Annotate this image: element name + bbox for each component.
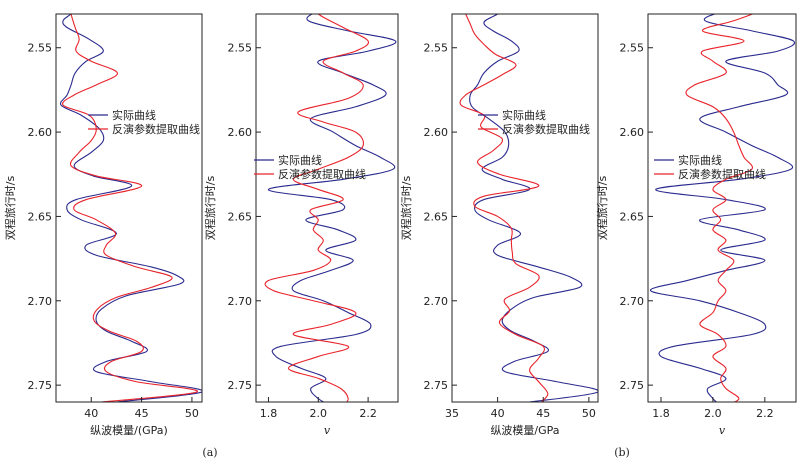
panel3-xlabel: 纵波模量/GPa	[490, 424, 559, 437]
panel1-ytick-label: 2.70	[28, 295, 53, 308]
panel4-legend-label: 实际曲线	[678, 153, 722, 167]
panel-label-b: (b)	[614, 446, 630, 459]
panel2-ylabel: 双程旅行时/s	[203, 176, 217, 241]
panel1: 2.55 2.60 2.65 2.70 2.75 40 45 50 纵波模量/(GPa) 双程旅行…	[3, 13, 203, 437]
panel1-ytick-label: 2.65	[28, 210, 53, 223]
panel4-ytick-label: 2.65	[620, 210, 645, 223]
panel1-ytick-label: 2.55	[28, 42, 53, 55]
panel2: 2.55 2.60 2.65 2.70 2.75 1.8 2.0 2.2 v 双程旅行时/s 实际曲…	[203, 13, 399, 437]
panel3-ytick-label: 2.70	[424, 295, 449, 308]
panel3: 2.55 2.60 2.65 2.70 2.75 35 40 45 50 纵波模量/GPa 双程旅行…	[399, 13, 599, 437]
panel4-series-inverted	[685, 14, 755, 402]
panel3-xtick-label: 40	[491, 407, 505, 420]
panel4-curves	[650, 14, 795, 402]
panel3-frame	[451, 13, 599, 403]
panel4-xtick-label: 2.0	[704, 407, 722, 420]
panel3-ytick-label: 2.60	[424, 126, 449, 139]
panel4-ylabel: 双程旅行时/s	[595, 176, 609, 241]
panel2-series-inverted	[264, 14, 370, 402]
panel2-ytick-label: 2.70	[228, 295, 253, 308]
panel3-legend-label: 实际曲线	[502, 108, 546, 122]
panel1-curves	[60, 14, 202, 402]
panel1-series-inverted	[62, 14, 198, 402]
panel2-legend-label: 反演参数提取曲线	[278, 167, 366, 181]
panel2-xtick-label: 1.8	[260, 407, 278, 420]
panel4-xtick-label: 1.8	[652, 407, 670, 420]
panel2-series-actual	[267, 14, 397, 402]
panel2-xtick-label: 2.2	[359, 407, 377, 420]
panel1-legend-label: 实际曲线	[112, 108, 156, 122]
panel2-ytick-label: 2.55	[228, 42, 253, 55]
panel3-series-inverted	[459, 14, 549, 402]
panel2-ytick-label: 2.75	[228, 379, 253, 392]
panel4-xlabel: v	[719, 424, 726, 437]
panel1-xtick-label: 40	[84, 407, 98, 420]
panel4-frame	[647, 13, 797, 403]
panel3-legend-label: 反演参数提取曲线	[502, 122, 590, 136]
panel4-ytick-label: 2.70	[620, 295, 645, 308]
panel2-frame	[255, 13, 399, 403]
panel3-ylabel: 双程旅行时/s	[399, 176, 413, 241]
panel2-ytick-label: 2.60	[228, 126, 253, 139]
panel3-ytick-label: 2.75	[424, 379, 449, 392]
panel2-xtick-label: 2.0	[310, 407, 328, 420]
panel2-ytick-label: 2.65	[228, 210, 253, 223]
panel1-ytick-label: 2.75	[28, 379, 53, 392]
panel1-frame	[55, 13, 203, 403]
panel1-ylabel: 双程旅行时/s	[3, 176, 17, 241]
panel4-ytick-label: 2.75	[620, 379, 645, 392]
panel4-ytick-label: 2.60	[620, 126, 645, 139]
panel2-xlabel: v	[324, 424, 331, 437]
panel-label-a: (a)	[202, 446, 217, 459]
panel1-series-actual	[60, 14, 202, 402]
panel3-xtick-label: 35	[445, 407, 459, 420]
panel4-ytick-label: 2.55	[620, 42, 645, 55]
panel1-xlabel: 纵波模量/(GPa)	[90, 424, 168, 437]
panels-group: 2.55 2.60 2.65 2.70 2.75 40 45 50 纵波模量/(GPa) 双程旅行…	[3, 13, 797, 437]
panel2-legend-label: 实际曲线	[278, 153, 322, 167]
panel3-ytick-label: 2.55	[424, 42, 449, 55]
panel3-xtick-label: 50	[582, 407, 596, 420]
panel3-xtick-label: 45	[536, 407, 550, 420]
panel1-ytick-label: 2.60	[28, 126, 53, 139]
panel4-legend-label: 反演参数提取曲线	[678, 167, 766, 181]
panel3-ytick-label: 2.65	[424, 210, 449, 223]
panel4-xtick-label: 2.2	[756, 407, 774, 420]
panel1-xtick-label: 45	[135, 407, 149, 420]
panel4: 2.55 2.60 2.65 2.70 2.75 1.8 2.0 2.2 v 双程旅行时/s 实际曲…	[595, 13, 797, 437]
panel2-curves	[264, 14, 397, 402]
panel4-series-actual	[650, 14, 795, 402]
panel1-xtick-label: 50	[185, 407, 199, 420]
panel1-legend-label: 反演参数提取曲线	[112, 122, 200, 136]
panel3-curves	[459, 14, 598, 402]
